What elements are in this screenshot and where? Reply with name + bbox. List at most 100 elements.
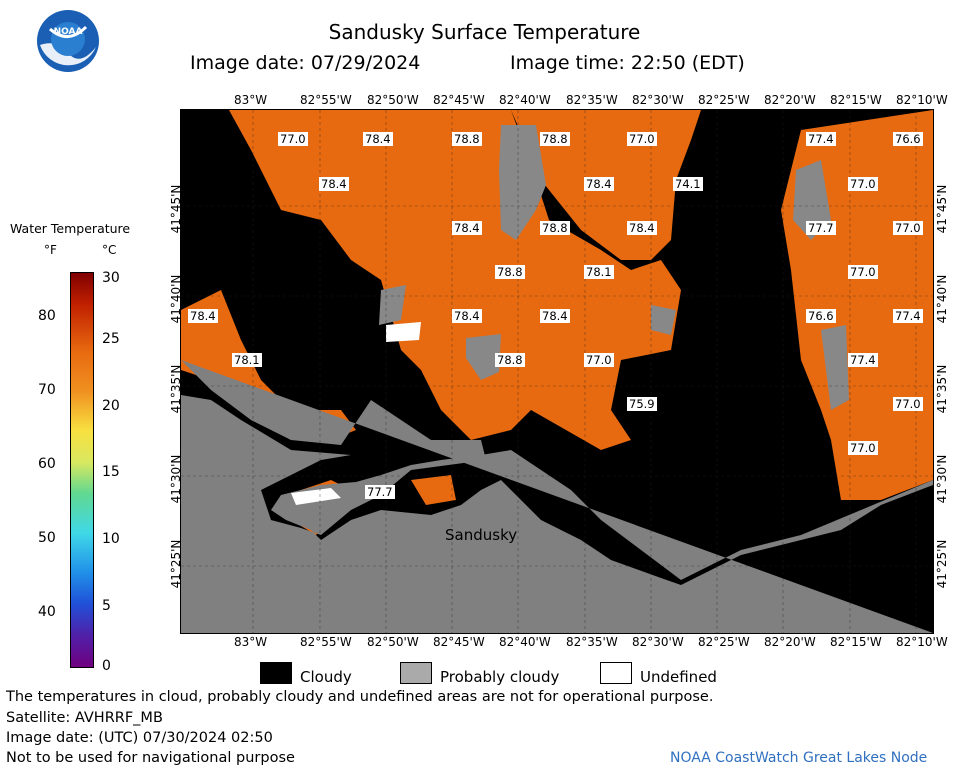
lon-label-top: 82°50'W	[367, 93, 419, 107]
temperature-label: 77.0	[848, 177, 878, 191]
footer-note: The temperatures in cloud, probably clou…	[6, 689, 714, 705]
place-sandusky: Sandusky	[445, 526, 518, 544]
colorbar-title: Water Temperature	[10, 221, 131, 236]
temperature-label: 77.4	[893, 309, 923, 323]
lon-label-bottom: 82°55'W	[300, 635, 352, 649]
temperature-label: 74.1	[673, 177, 703, 191]
legend-undefined-label: Undefined	[640, 668, 717, 686]
temperature-label: 77.0	[584, 353, 614, 367]
probably-cloudy-patch-1	[499, 125, 546, 240]
lon-label-top: 82°10'W	[896, 93, 948, 107]
lon-label-bottom: 82°40'W	[499, 635, 551, 649]
colorbar-c-tick: 20	[102, 398, 120, 414]
footer-credit: NOAA CoastWatch Great Lakes Node	[670, 750, 928, 766]
lon-label-top: 82°15'W	[830, 93, 882, 107]
probably-cloudy-patch-6	[821, 325, 849, 410]
probably-cloudy-patch-3	[466, 334, 501, 380]
lon-label-bottom: 82°45'W	[433, 635, 485, 649]
temperature-label: 77.4	[806, 132, 836, 146]
lat-label-left: 41°35'N	[169, 364, 183, 414]
colorbar-c-tick: 0	[102, 658, 111, 674]
probably-cloudy-patch-4	[793, 160, 831, 240]
colorbar-f-tick: 60	[38, 456, 56, 472]
footer-satellite: Satellite: AVHRRF_MB	[6, 710, 163, 726]
noaa-logo-text: NOAA	[53, 27, 83, 37]
lon-label-top: 82°25'W	[698, 93, 750, 107]
temperature-label: 77.0	[278, 132, 308, 146]
temperature-label: 77.0	[893, 397, 923, 411]
temperature-label: 78.4	[188, 309, 218, 323]
temperature-label: 78.4	[452, 309, 482, 323]
colorbar-c-tick: 30	[102, 270, 120, 286]
lon-label-bottom: 82°30'W	[632, 635, 684, 649]
temperature-label: 78.4	[452, 221, 482, 235]
colorbar-unit-c: °C	[102, 243, 117, 257]
temperature-label: 75.9	[627, 397, 657, 411]
temperature-label: 78.4	[363, 132, 393, 146]
temperature-label: 78.4	[319, 177, 349, 191]
temperature-label: 78.8	[495, 353, 525, 367]
temperature-label: 77.0	[627, 132, 657, 146]
colorbar-c-tick: 5	[102, 598, 111, 614]
graticule	[181, 110, 933, 633]
lat-label-right: 41°30'N	[935, 454, 949, 504]
image-date: Image date: 07/29/2024	[190, 52, 421, 74]
lon-label-bottom: 82°15'W	[830, 635, 882, 649]
lat-label-right: 41°40'N	[935, 274, 949, 324]
footer-nav-warning: Not to be used for navigational purpose	[6, 750, 295, 766]
map-canvas	[181, 110, 933, 633]
undefined-patch-2	[291, 488, 341, 505]
temperature-label: 78.8	[540, 221, 570, 235]
temperature-label: 77.0	[848, 265, 878, 279]
noaa-logo: NOAA	[36, 9, 100, 73]
temperature-label: 78.4	[540, 309, 570, 323]
lat-label-left: 41°30'N	[169, 454, 183, 504]
legend-undefined-swatch	[600, 662, 632, 684]
colorbar-unit-f: °F	[44, 243, 57, 257]
legend-cloudy-label: Cloudy	[300, 668, 352, 686]
lon-label-bottom: 82°10'W	[896, 635, 948, 649]
temperature-label: 78.8	[452, 132, 482, 146]
legend-probably-cloudy-label: Probably cloudy	[440, 668, 560, 686]
colorbar-f-tick: 70	[38, 382, 56, 398]
temperature-label: 78.4	[627, 221, 657, 235]
lon-label-bottom: 82°20'W	[764, 635, 816, 649]
colorbar-f-tick: 40	[38, 604, 56, 620]
colorbar-c-tick: 10	[102, 531, 120, 547]
legend-probably-cloudy-swatch	[400, 662, 432, 684]
lon-label-bottom: 83°W	[234, 635, 268, 649]
lat-label-left: 41°45'N	[169, 184, 183, 234]
temperature-label: 78.1	[584, 265, 614, 279]
temperature-label: 77.4	[848, 353, 878, 367]
lon-label-top: 82°45'W	[433, 93, 485, 107]
place-blac: Blac	[895, 506, 925, 522]
lon-label-top: 82°30'W	[632, 93, 684, 107]
temperature-label: 77.0	[893, 221, 923, 235]
temperature-label: 77.7	[365, 485, 395, 499]
temperature-label: 78.8	[495, 265, 525, 279]
lon-label-bottom: 82°50'W	[367, 635, 419, 649]
temperature-label: 78.8	[540, 132, 570, 146]
temperature-label: 77.0	[848, 441, 878, 455]
lat-label-right: 41°35'N	[935, 364, 949, 414]
lon-label-bottom: 82°25'W	[698, 635, 750, 649]
lon-label-top: 83°W	[234, 93, 268, 107]
temperature-label: 78.1	[232, 353, 262, 367]
lat-label-left: 41°40'N	[169, 274, 183, 324]
lon-label-top: 82°40'W	[499, 93, 551, 107]
footer-utc-date: Image date: (UTC) 07/30/2024 02:50	[6, 730, 273, 746]
lon-label-bottom: 82°35'W	[566, 635, 618, 649]
probably-cloudy-patch-5	[651, 305, 676, 335]
colorbar-f-tick: 50	[38, 530, 56, 546]
water-region-west	[181, 290, 356, 440]
temperature-label: 78.4	[584, 177, 614, 191]
temperature-label: 76.6	[893, 132, 923, 146]
colorbar	[70, 272, 94, 668]
water-region-north	[229, 110, 681, 450]
temperature-label: 77.7	[806, 221, 836, 235]
colorbar-f-tick: 80	[38, 308, 56, 324]
lat-label-right: 41°25'N	[935, 539, 949, 589]
colorbar-c-tick: 25	[102, 331, 120, 347]
colorbar-c-tick: 15	[102, 464, 120, 480]
land-south	[181, 360, 933, 633]
